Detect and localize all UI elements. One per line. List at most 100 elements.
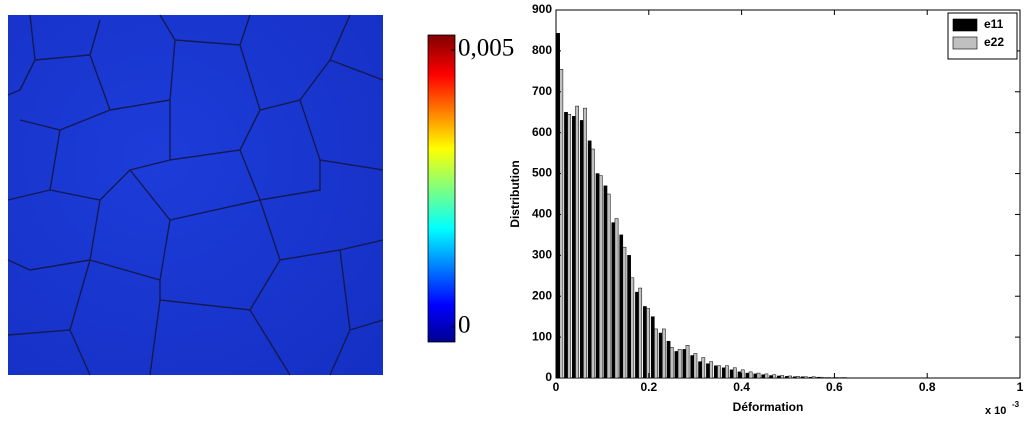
bar xyxy=(764,373,769,379)
bar xyxy=(714,365,718,379)
y-tick-label: 900 xyxy=(532,2,552,16)
bar xyxy=(721,367,726,379)
x-exponent: -3 xyxy=(1012,400,1020,409)
bar xyxy=(627,255,631,379)
bar xyxy=(745,372,750,379)
bar xyxy=(796,376,800,379)
bar xyxy=(800,376,805,379)
legend-label: e11 xyxy=(984,17,1004,31)
bar xyxy=(803,376,808,379)
bar xyxy=(643,306,647,379)
bar xyxy=(674,351,679,379)
bar xyxy=(729,369,734,379)
bar xyxy=(769,375,773,379)
legend-label: e22 xyxy=(984,35,1004,49)
y-tick-label: 800 xyxy=(532,43,552,57)
histogram: 0 100 200 300 400 500 600 700 800 900 0 0.2 0.4 0.6 0.… xyxy=(508,2,1023,417)
x-tick-label: 0.8 xyxy=(919,380,936,394)
bar xyxy=(706,363,710,379)
bar xyxy=(666,340,671,379)
legend-swatch xyxy=(952,18,978,32)
bar xyxy=(669,347,674,379)
y-axis-label: Distribution xyxy=(508,160,522,227)
bar xyxy=(725,365,729,379)
legend-swatch xyxy=(952,36,978,50)
bar xyxy=(788,375,792,379)
bar xyxy=(682,349,687,379)
x-tick-label: 0.2 xyxy=(640,380,657,394)
x-tick-label: 0.6 xyxy=(826,380,843,394)
y-tick-label: 700 xyxy=(532,84,552,98)
bar xyxy=(685,345,690,379)
grain-map xyxy=(7,14,384,376)
bar xyxy=(638,287,643,379)
y-tick-label: 500 xyxy=(532,166,552,180)
bar xyxy=(635,291,639,379)
bar xyxy=(808,376,813,379)
bar xyxy=(816,376,821,379)
bar xyxy=(709,361,714,379)
bar xyxy=(761,374,766,379)
bar xyxy=(587,140,592,379)
bar xyxy=(567,114,572,379)
bar xyxy=(792,376,797,379)
bar xyxy=(662,328,666,379)
bar xyxy=(753,373,758,379)
bar xyxy=(559,69,564,379)
bar xyxy=(619,234,624,379)
bar xyxy=(780,375,785,379)
x-tick-label: 0.4 xyxy=(733,380,750,394)
bar xyxy=(737,371,742,379)
colorbar xyxy=(427,34,456,343)
x-tick-label: 0 xyxy=(553,380,560,394)
y-tick-label: 300 xyxy=(532,248,552,262)
bar xyxy=(756,372,761,379)
bar xyxy=(658,332,663,379)
bar xyxy=(595,173,600,379)
bar xyxy=(819,376,824,379)
x-axis-label: Déformation xyxy=(733,400,804,414)
y-tick-label: 600 xyxy=(532,125,552,139)
y-tick-label: 100 xyxy=(532,329,552,343)
x-multiplier: x 10 xyxy=(985,405,1006,417)
bar xyxy=(693,353,698,379)
bar xyxy=(564,111,568,379)
bar xyxy=(650,316,655,379)
bar xyxy=(598,175,603,379)
bar xyxy=(614,218,619,379)
bar xyxy=(717,365,721,379)
bar xyxy=(777,375,781,379)
bar xyxy=(701,357,706,379)
bar xyxy=(690,355,695,379)
bar xyxy=(579,120,584,379)
colorbar-axis: 0 0,005 xyxy=(451,35,514,339)
bar xyxy=(646,308,650,379)
map-field xyxy=(8,15,383,375)
y-tick-label: 200 xyxy=(532,288,552,302)
bar xyxy=(748,371,753,379)
y-tick-label: 0 xyxy=(545,370,552,384)
bar xyxy=(654,328,658,379)
bar xyxy=(603,185,608,379)
colorbar-tick-label: 0 xyxy=(458,312,471,339)
bar xyxy=(698,361,702,379)
bar xyxy=(591,148,595,379)
colorbar-tick-label: 0,005 xyxy=(458,35,514,62)
bar xyxy=(606,193,611,379)
y-tick-label: 400 xyxy=(532,207,552,221)
bar xyxy=(622,246,627,379)
bar xyxy=(785,376,789,379)
bar xyxy=(732,367,737,379)
bar xyxy=(556,33,560,379)
bar xyxy=(630,277,635,379)
bar xyxy=(572,116,576,379)
bar xyxy=(772,374,777,379)
bar xyxy=(575,105,579,379)
plot-frame xyxy=(555,9,1021,379)
bar xyxy=(677,349,682,379)
bar xyxy=(583,107,587,379)
x-tick-label: 1 xyxy=(1017,380,1024,394)
bar xyxy=(611,222,616,379)
